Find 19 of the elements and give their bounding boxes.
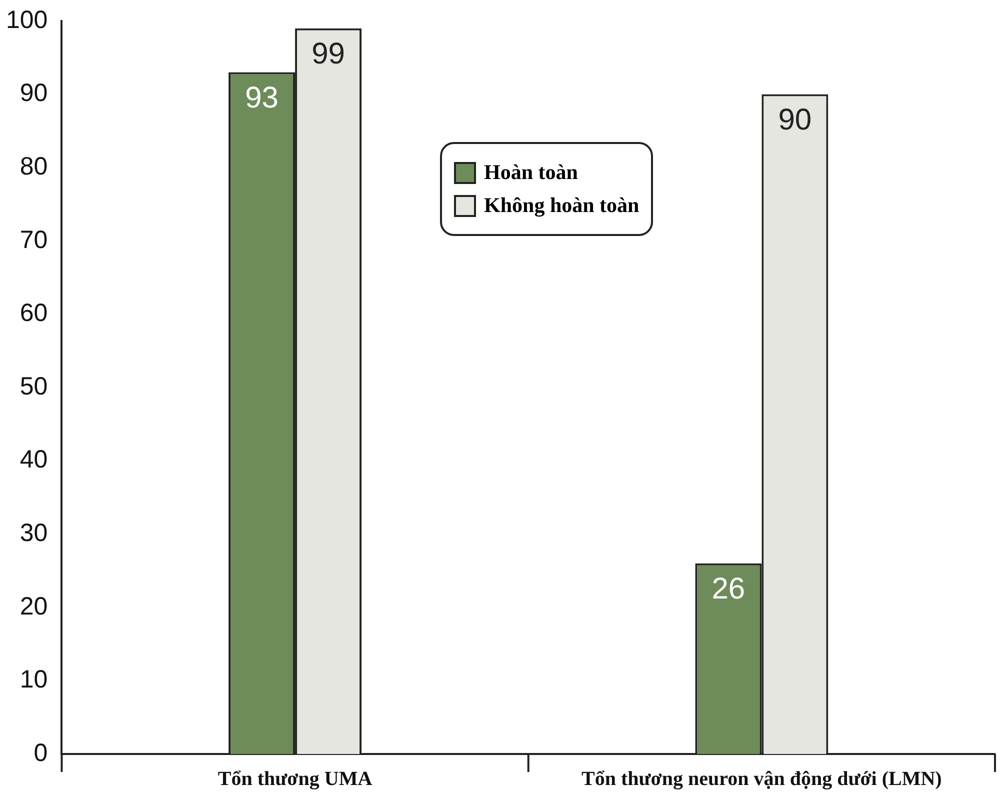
x-tick-label: Tổn thương UMA [218, 768, 373, 790]
x-tick-label: Tổn thương neuron vận động dưới (LMN) [582, 768, 942, 790]
y-tick-label: 40 [20, 446, 48, 474]
y-tick-label: 100 [6, 6, 48, 34]
y-tick-label: 30 [20, 518, 48, 547]
y-tick-label: 50 [20, 372, 48, 400]
legend-label: Không hoàn toàn [484, 193, 640, 218]
y-tick-label: 0 [34, 738, 48, 767]
y-tick-label: 90 [20, 79, 48, 108]
data-label: 90 [778, 104, 812, 137]
y-tick-label: 80 [20, 152, 48, 180]
y-tick-label: 20 [20, 592, 48, 620]
y-tick-label: 10 [20, 666, 48, 694]
y-tick-label: 70 [20, 226, 48, 254]
data-label: 93 [245, 82, 278, 115]
legend-label: Hoàn toàn [484, 160, 578, 185]
data-label: 99 [312, 38, 345, 71]
y-tick-label: 60 [20, 299, 48, 328]
data-label: 26 [712, 572, 746, 606]
